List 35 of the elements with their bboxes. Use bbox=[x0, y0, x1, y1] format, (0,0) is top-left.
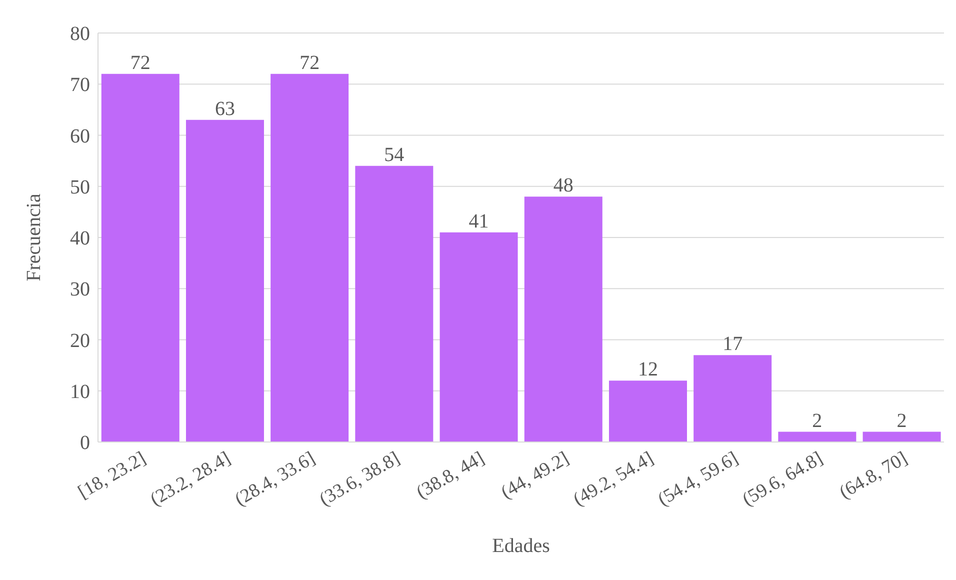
y-tick-label: 80 bbox=[70, 23, 90, 46]
x-axis-title: Edades bbox=[492, 535, 550, 557]
data-label: 2 bbox=[896, 410, 907, 432]
data-label: 48 bbox=[553, 174, 574, 197]
bar bbox=[862, 432, 941, 442]
data-label: 63 bbox=[214, 98, 235, 120]
bar bbox=[186, 120, 264, 442]
bar bbox=[355, 166, 434, 442]
y-tick-label: 10 bbox=[70, 380, 90, 403]
bar bbox=[524, 196, 602, 442]
x-tick-label: (59.6, 64.8] bbox=[739, 448, 826, 510]
data-label: 72 bbox=[300, 52, 320, 74]
x-tick-label: (64.8, 70] bbox=[836, 448, 911, 504]
bar bbox=[778, 432, 856, 442]
y-tick-label: 0 bbox=[80, 432, 90, 454]
bar bbox=[101, 74, 180, 442]
data-label: 72 bbox=[130, 52, 150, 74]
bar bbox=[270, 74, 349, 442]
y-tick-label: 60 bbox=[70, 125, 90, 148]
x-tick-label: (38.8, 44] bbox=[413, 448, 488, 504]
data-label: 41 bbox=[468, 210, 489, 232]
y-tick-label: 70 bbox=[70, 74, 90, 96]
bar bbox=[608, 380, 687, 442]
data-label: 17 bbox=[722, 333, 743, 356]
bar bbox=[440, 232, 518, 442]
y-tick-label: 30 bbox=[70, 278, 90, 301]
y-axis-title: Frecuencia bbox=[23, 194, 46, 282]
y-tick-label: 50 bbox=[70, 176, 90, 198]
y-tick-label: 20 bbox=[70, 330, 90, 352]
data-label: 2 bbox=[812, 410, 822, 432]
x-tick-label: (33.6, 38.8] bbox=[316, 448, 404, 510]
y-tick-label: 40 bbox=[70, 228, 90, 250]
bar bbox=[694, 355, 772, 442]
data-label: 12 bbox=[638, 358, 658, 381]
data-label: 54 bbox=[384, 144, 404, 166]
